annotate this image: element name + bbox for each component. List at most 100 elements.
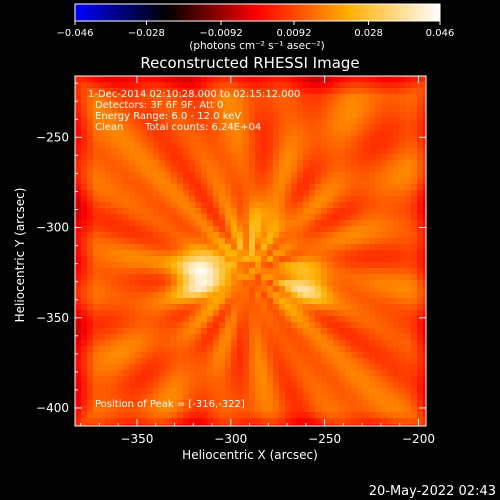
heatmap-cell <box>309 262 316 269</box>
heatmap-cell <box>363 298 370 305</box>
heatmap-cell <box>165 238 172 245</box>
heatmap-cell <box>201 178 208 185</box>
heatmap-cell <box>153 232 160 239</box>
heatmap-cell <box>243 310 250 317</box>
heatmap-cell <box>129 322 136 329</box>
heatmap-cell <box>117 208 124 215</box>
heatmap-cell <box>231 88 238 95</box>
heatmap-cell <box>285 106 292 113</box>
heatmap-cell <box>423 364 426 371</box>
heatmap-cell <box>303 160 310 167</box>
heatmap-cell <box>315 202 322 209</box>
heatmap-cell <box>201 148 208 155</box>
heatmap-cell <box>219 178 226 185</box>
heatmap-cell <box>171 268 178 275</box>
heatmap-cell <box>309 388 316 395</box>
heatmap-cell <box>165 310 172 317</box>
heatmap-cell <box>147 292 154 299</box>
heatmap-cell <box>411 388 418 395</box>
heatmap-cell <box>267 298 274 305</box>
heatmap-cell <box>369 112 376 119</box>
heatmap-cell <box>195 172 202 179</box>
heatmap-cell <box>357 280 364 287</box>
heatmap-cell <box>243 238 250 245</box>
heatmap-cell <box>285 298 292 305</box>
heatmap-cell <box>183 364 190 371</box>
heatmap-cell <box>315 334 322 341</box>
heatmap-cell <box>339 172 346 179</box>
heatmap-cell <box>423 424 426 426</box>
heatmap-cell <box>417 130 424 137</box>
heatmap-cell <box>87 172 94 179</box>
heatmap-cell <box>351 202 358 209</box>
heatmap-cell <box>333 208 340 215</box>
heatmap-cell <box>333 274 340 281</box>
heatmap-cell <box>363 370 370 377</box>
heatmap-cell <box>135 400 142 407</box>
heatmap-cell <box>321 352 328 359</box>
heatmap-cell <box>399 94 406 101</box>
heatmap-cell <box>177 148 184 155</box>
heatmap-cell <box>105 178 112 185</box>
heatmap-cell <box>129 298 136 305</box>
heatmap-cell <box>273 418 280 425</box>
heatmap-cell <box>177 256 184 263</box>
heatmap-cell <box>243 136 250 143</box>
heatmap-cell <box>363 250 370 257</box>
heatmap-cell <box>387 130 394 137</box>
heatmap-cell <box>123 298 130 305</box>
heatmap-cell <box>231 76 238 83</box>
heatmap-cell <box>237 256 244 263</box>
heatmap-cell <box>123 172 130 179</box>
heatmap-cell <box>279 316 286 323</box>
heatmap-cell <box>351 340 358 347</box>
heatmap-cell <box>231 136 238 143</box>
heatmap-cell <box>327 418 334 425</box>
heatmap-cell <box>333 382 340 389</box>
heatmap-cell <box>381 166 388 173</box>
heatmap-cell <box>225 376 232 383</box>
heatmap-cell <box>399 286 406 293</box>
heatmap-cell <box>147 202 154 209</box>
heatmap-cell <box>183 262 190 269</box>
heatmap-cell <box>105 166 112 173</box>
heatmap-cell <box>279 412 286 419</box>
heatmap-cell <box>105 376 112 383</box>
heatmap-cell <box>285 424 292 426</box>
heatmap-cell <box>183 184 190 191</box>
heatmap-cell <box>417 238 424 245</box>
heatmap-cell <box>141 124 148 131</box>
heatmap-cell <box>111 382 118 389</box>
heatmap-cell <box>351 424 358 426</box>
heatmap-cell <box>315 388 322 395</box>
heatmap-cell <box>357 124 364 131</box>
heatmap-cell <box>75 238 82 245</box>
heatmap-cell <box>345 262 352 269</box>
heatmap-cell <box>123 340 130 347</box>
heatmap-cell <box>243 364 250 371</box>
heatmap-cell <box>99 112 106 119</box>
heatmap-cell <box>81 376 88 383</box>
heatmap-cell <box>129 172 136 179</box>
heatmap-cell <box>231 184 238 191</box>
heatmap-cell <box>165 370 172 377</box>
heatmap-cell <box>321 256 328 263</box>
heatmap-cell <box>363 106 370 113</box>
heatmap-cell <box>183 238 190 245</box>
heatmap-cell <box>147 358 154 365</box>
heatmap-cell <box>189 94 196 101</box>
heatmap-cell <box>315 292 322 299</box>
heatmap-cell <box>117 118 124 125</box>
heatmap-cell <box>303 196 310 203</box>
heatmap-cell <box>123 166 130 173</box>
heatmap-cell <box>339 364 346 371</box>
heatmap-cell <box>93 154 100 161</box>
heatmap-cell <box>201 292 208 299</box>
heatmap-cell <box>111 304 118 311</box>
heatmap-cell <box>393 274 400 281</box>
heatmap-cell <box>93 346 100 353</box>
heatmap-cell <box>105 88 112 95</box>
heatmap-cell <box>261 424 268 426</box>
heatmap-cell <box>177 382 184 389</box>
heatmap-cell <box>147 214 154 221</box>
